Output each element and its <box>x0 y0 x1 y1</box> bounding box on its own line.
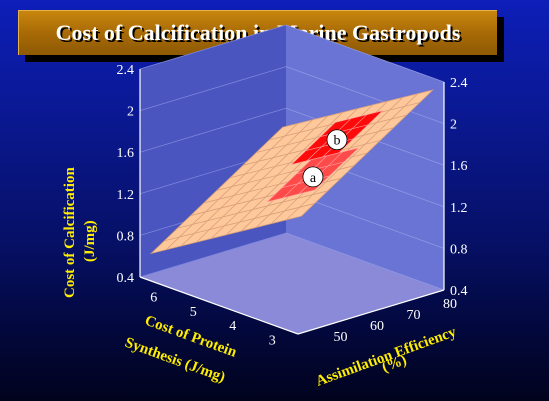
highlighted-regions: ab <box>266 110 384 203</box>
wall-gridline <box>139 232 287 278</box>
x-tick: 4 <box>229 319 236 334</box>
y-tick: 60 <box>370 319 384 334</box>
surface-gridline <box>177 190 328 229</box>
z-tick-left: 1.6 <box>117 146 135 161</box>
wall-gridline <box>285 66 445 124</box>
y-axis-line <box>297 289 445 335</box>
wall-gridline <box>139 66 287 111</box>
z-tick-right: 0.4 <box>450 284 468 299</box>
z-tick-left: 1.2 <box>117 188 135 203</box>
z-axis-title-units: (J/mg) <box>82 220 98 262</box>
z-axis-title: Cost of Calcification <box>62 167 78 298</box>
wall-gridline <box>139 24 287 70</box>
y-tick: 70 <box>407 308 421 323</box>
wall-gridline <box>139 107 287 153</box>
z-tick-left: 0.4 <box>117 271 135 286</box>
z-tick-left: 0.8 <box>117 229 135 244</box>
z-tick-right: 2 <box>450 118 457 133</box>
y-tick: 50 <box>334 330 348 345</box>
wall-gridline <box>285 24 445 83</box>
wall-gridline <box>285 232 445 291</box>
surface-gridline <box>164 203 315 242</box>
chart-walls <box>139 24 445 335</box>
x-tick: 3 <box>269 333 276 348</box>
region-b-label: b <box>334 134 341 149</box>
z-tick-right: 2.4 <box>450 76 468 91</box>
z-tick-right: 1.6 <box>450 159 468 174</box>
x-tick: 5 <box>190 305 197 320</box>
z-tick-left: 2 <box>127 105 134 120</box>
z-tick-right: 1.2 <box>450 201 468 216</box>
right-back-wall <box>286 25 444 290</box>
region-a-label: a <box>310 171 317 186</box>
z-tick-right: 0.8 <box>450 242 468 257</box>
region-a-marker <box>302 166 324 188</box>
x-axis-line <box>139 276 299 335</box>
x-tick: 6 <box>150 291 157 306</box>
z-tick-left: 2.4 <box>117 63 135 78</box>
floor <box>140 233 444 334</box>
region-b-marker <box>326 129 348 151</box>
y-tick: 80 <box>443 297 457 312</box>
